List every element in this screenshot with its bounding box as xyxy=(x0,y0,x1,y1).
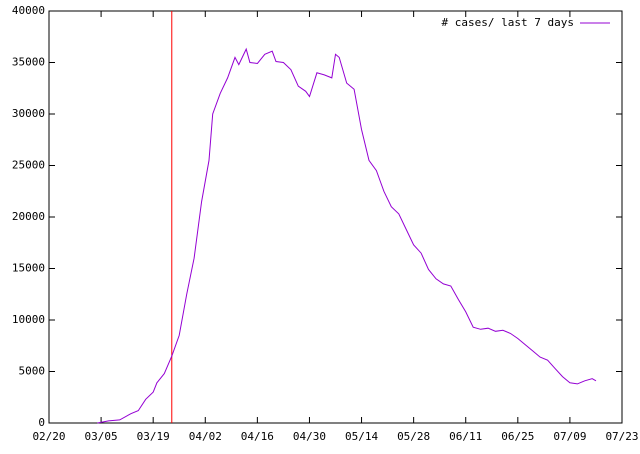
y-tick-label: 15000 xyxy=(12,262,45,275)
x-tick-label: 07/23 xyxy=(605,430,638,443)
y-tick-label: 40000 xyxy=(12,4,45,17)
series-line xyxy=(97,47,597,424)
y-tick-label: 5000 xyxy=(19,365,46,378)
y-tick-label: 30000 xyxy=(12,107,45,120)
y-tick-label: 35000 xyxy=(12,56,45,69)
x-tick-label: 06/11 xyxy=(449,430,482,443)
x-tick-label: 03/05 xyxy=(85,430,118,443)
x-tick-label: 05/28 xyxy=(397,430,430,443)
y-tick-label: 0 xyxy=(38,416,45,429)
y-tick-label: 25000 xyxy=(12,159,45,172)
x-tick-label: 06/25 xyxy=(501,430,534,443)
x-tick-label: 04/30 xyxy=(293,430,326,443)
y-tick-label: 20000 xyxy=(12,210,45,223)
x-tick-label: 07/09 xyxy=(553,430,586,443)
legend-label: # cases/ last 7 days xyxy=(442,16,574,29)
x-tick-label: 04/16 xyxy=(241,430,274,443)
x-tick-label: 02/20 xyxy=(32,430,65,443)
x-tick-label: 04/02 xyxy=(189,430,222,443)
y-tick-label: 10000 xyxy=(12,313,45,326)
plot-frame xyxy=(48,10,623,424)
x-tick-label: 05/14 xyxy=(345,430,378,443)
x-tick-label: 03/19 xyxy=(137,430,170,443)
